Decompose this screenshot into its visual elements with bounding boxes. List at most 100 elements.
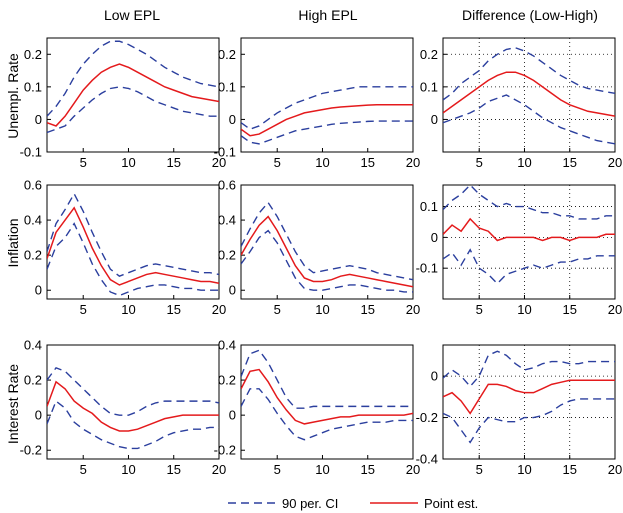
y-tick-label: 0.1	[420, 79, 438, 94]
y-tick-label: 0	[35, 408, 42, 423]
x-tick-label: 10	[121, 462, 135, 477]
x-tick-label: 15	[563, 462, 577, 477]
panel-r2-c0: 5 10 15 20 -0.2 0 0.2 0.4	[20, 338, 227, 478]
y-tick-label: 0.2	[218, 373, 236, 388]
y-tick-label: -0.1	[214, 145, 236, 160]
x-tick-label: 20	[406, 155, 420, 170]
x-tick-label: 15	[167, 462, 181, 477]
x-tick-label: 20	[212, 155, 226, 170]
ci-upper-line	[241, 201, 413, 281]
y-tick-label: -0.2	[416, 410, 438, 425]
ci-lower-line	[443, 398, 615, 444]
x-tick-label: 20	[212, 302, 226, 317]
ci-lower-line	[47, 399, 219, 450]
panel-r1-c1: 5 10 15 20 0 0.2 0.4 0.6	[218, 178, 420, 318]
ci-lower-line	[241, 388, 413, 441]
y-tick-label: 0.1	[420, 199, 438, 214]
y-tick-label: -0.2	[20, 443, 42, 458]
panel-r2-c1: 5 10 15 20 -0.2 0 0.2 0.4	[214, 338, 421, 478]
y-tick-label: 0.2	[24, 373, 42, 388]
legend: 90 per. CI Point est.	[228, 496, 478, 511]
x-tick-label: 5	[274, 462, 281, 477]
y-tick-label: 0.6	[218, 178, 236, 193]
x-tick-label: 10	[315, 155, 329, 170]
point-estimate-line	[443, 379, 615, 415]
point-estimate-line	[443, 217, 615, 242]
y-tick-label: -0.1	[416, 261, 438, 276]
x-tick-label: 5	[274, 155, 281, 170]
ci-upper-line	[241, 86, 413, 130]
axes-box	[46, 184, 220, 300]
ci-upper-line	[443, 185, 615, 220]
x-tick-label: 20	[608, 155, 622, 170]
x-tick-label: 20	[212, 462, 226, 477]
x-tick-label: 15	[361, 155, 375, 170]
x-tick-label: 15	[361, 462, 375, 477]
y-tick-label: 0	[229, 408, 236, 423]
y-tick-label: 0	[431, 112, 438, 127]
panel-r0-c0: 5 10 15 20 -0.1 0 0.1 0.2	[20, 37, 226, 170]
panel-r1-c0: 5 10 15 20 0 0.2 0.4 0.6	[24, 178, 226, 318]
x-tick-label: 20	[406, 302, 420, 317]
x-tick-label: 5	[80, 462, 87, 477]
row-label-interest-rate: Interest Rate	[5, 364, 21, 444]
y-tick-label: 0.1	[24, 79, 42, 94]
column-title-low-epl: Low EPL	[104, 7, 160, 23]
ci-upper-line	[241, 349, 413, 409]
ci-upper-line	[47, 40, 219, 117]
x-tick-label: 10	[517, 302, 531, 317]
ci-lower-line	[47, 86, 219, 134]
x-tick-label: 10	[517, 462, 531, 477]
column-title-high-epl: High EPL	[298, 7, 357, 23]
x-tick-label: 10	[121, 302, 135, 317]
ci-upper-line	[47, 192, 219, 277]
ci-lower-line	[443, 248, 615, 285]
y-tick-label: 0.4	[24, 213, 42, 228]
panel-r2-c2: 5 10 15 20 -0.4 -0.2 0	[416, 344, 622, 477]
x-tick-label: 5	[476, 155, 483, 170]
x-tick-label: 20	[406, 462, 420, 477]
y-tick-label: 0.4	[24, 338, 42, 353]
point-estimate-line	[443, 71, 615, 117]
point-estimate-line	[47, 63, 219, 127]
y-tick-label: 0	[35, 112, 42, 127]
x-tick-label: 10	[315, 302, 329, 317]
y-tick-label: 0	[229, 283, 236, 298]
y-tick-label: 0	[35, 283, 42, 298]
x-tick-label: 5	[476, 462, 483, 477]
y-tick-label: -0.4	[416, 452, 438, 467]
x-tick-label: 5	[80, 155, 87, 170]
y-tick-label: 0.1	[218, 79, 236, 94]
point-estimate-line	[241, 368, 413, 425]
axes-box	[46, 344, 220, 460]
y-tick-label: 0.6	[24, 178, 42, 193]
panel-r0-c1: 5 10 15 20-0.100.10.2	[214, 37, 420, 170]
panel-r0-c2: 5 10 15 20 0 0.1 0.2	[420, 37, 622, 170]
axes-box	[240, 344, 414, 460]
x-tick-label: 5	[80, 302, 87, 317]
point-estimate-line	[47, 380, 219, 432]
axes-box	[240, 37, 414, 153]
point-estimate-line	[47, 206, 219, 286]
axes-box	[442, 184, 616, 300]
legend-ci-label: 90 per. CI	[282, 496, 338, 511]
axes-box	[46, 37, 220, 153]
ci-lower-line	[443, 94, 615, 145]
y-tick-label: -0.1	[20, 145, 42, 160]
y-tick-label: 0.4	[218, 338, 236, 353]
row-labels: Unempl. Rate Inflation Interest Rate	[5, 53, 21, 444]
x-tick-label: 5	[476, 302, 483, 317]
x-tick-label: 5	[274, 302, 281, 317]
y-tick-label: 0.2	[420, 47, 438, 62]
x-tick-label: 15	[167, 155, 181, 170]
y-tick-label: 0	[431, 230, 438, 245]
y-tick-label: -0.2	[214, 443, 236, 458]
column-title-difference: Difference (Low-High)	[462, 7, 598, 23]
legend-point-label: Point est.	[424, 496, 478, 511]
ci-lower-line	[241, 229, 413, 293]
x-tick-label: 10	[315, 462, 329, 477]
x-tick-label: 20	[608, 462, 622, 477]
y-tick-label: 0	[229, 112, 236, 127]
y-tick-label: 0.2	[218, 248, 236, 263]
